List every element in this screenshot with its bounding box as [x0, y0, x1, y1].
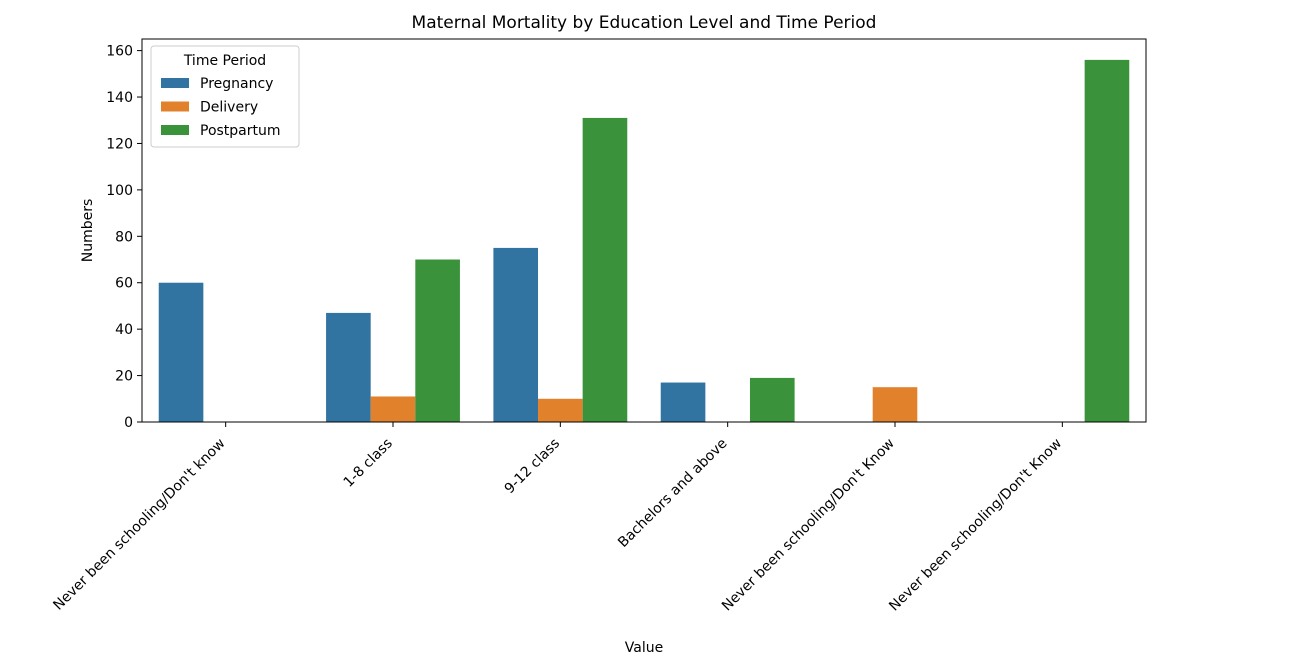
- x-tick-label-4: Never been schooling/Don't Know: [719, 436, 898, 615]
- bar-postpartum-5: [1084, 59, 1130, 423]
- x-tick-label-2: 9-12 class: [502, 436, 564, 498]
- bar-delivery-1: [370, 396, 416, 422]
- legend: Time Period Pregnancy Delivery Postpartum: [150, 45, 300, 148]
- x-axis-label: Value: [625, 640, 663, 656]
- legend-title: Time Period: [183, 53, 266, 69]
- legend-box: [150, 45, 300, 148]
- bar-pregnancy-2: [493, 247, 539, 422]
- axes-frame: [141, 38, 1147, 423]
- chart-title: Maternal Mortality by Education Level an…: [412, 13, 877, 33]
- y-tick-label-1: 20: [115, 369, 133, 385]
- bar-postpartum-2: [582, 117, 628, 423]
- legend-label-pregnancy: Pregnancy: [200, 76, 273, 92]
- y-tick-label-5: 100: [106, 183, 133, 199]
- y-tick-label-4: 80: [115, 229, 133, 245]
- legend-label-delivery: Delivery: [200, 100, 258, 116]
- x-tick-label-1: 1-8 class: [341, 436, 396, 491]
- y-tick-label-2: 40: [115, 322, 133, 338]
- legend-swatch-pregnancy: [161, 78, 189, 88]
- y-tick-label-7: 140: [106, 90, 133, 106]
- y-tick-label-6: 120: [106, 136, 133, 152]
- bar-pregnancy-3: [660, 382, 706, 422]
- legend-swatch-postpartum: [161, 125, 189, 135]
- bar-postpartum-1: [415, 259, 460, 422]
- y-tick-label-0: 0: [124, 415, 133, 431]
- x-tick-label-0: Never been schooling/Don't know: [50, 436, 228, 614]
- bar-postpartum-3: [749, 377, 795, 422]
- bar-delivery-2: [538, 398, 583, 422]
- x-tick-label-3: Bachelors and above: [615, 436, 730, 551]
- bar-pregnancy-0: [158, 282, 204, 422]
- y-axis-label: Numbers: [80, 199, 96, 263]
- legend-label-postpartum: Postpartum: [200, 123, 281, 139]
- y-tick-label-8: 160: [106, 44, 133, 60]
- x-tick-label-5: Never been schooling/Don't Know: [886, 436, 1065, 615]
- bar-delivery-4: [872, 387, 918, 422]
- y-tick-label-3: 60: [115, 276, 133, 292]
- legend-swatch-delivery: [161, 101, 189, 112]
- bar-pregnancy-1: [326, 312, 371, 422]
